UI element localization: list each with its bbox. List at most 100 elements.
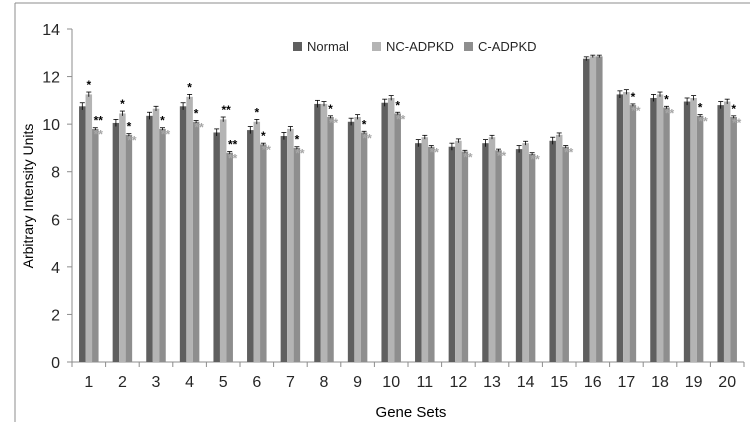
bar [247,130,254,362]
significance-marker: * [295,133,300,147]
significance-marker: * [328,102,333,116]
bar [327,117,334,362]
significance-marker: ** [94,128,104,142]
x-tick-label: 9 [353,374,362,391]
significance-marker: ** [732,116,742,130]
significance-marker: * [120,97,125,111]
x-tick-label: 18 [651,374,669,391]
significance-marker: * [254,105,259,119]
bar [360,132,368,362]
bar [717,105,724,362]
x-tick-label: 7 [286,374,295,391]
y-tick-label: 0 [51,355,60,372]
bar [226,152,233,362]
significance-marker: ** [396,112,406,126]
bar [287,128,294,362]
y-tick-label: 12 [42,70,60,87]
significance-marker: ** [631,104,641,118]
bar [549,140,556,362]
significance-marker: * [194,107,199,121]
bar [589,56,597,362]
significance-marker: * [160,114,165,128]
significance-marker: * [631,90,636,104]
significance-marker: * [664,92,669,106]
significance-marker: * [362,117,367,131]
bar [381,102,388,362]
bar [219,119,227,362]
x-tick-label: 1 [84,374,93,391]
significance-marker: ** [222,103,232,117]
x-tick-label: 10 [382,374,400,391]
x-tick-label: 3 [152,374,161,391]
legend-label: Normal [307,39,349,54]
axes [67,28,745,367]
bar [448,146,456,362]
bar [656,94,664,363]
x-axis-label: Gene Sets [376,404,447,421]
x-tick-label: 17 [618,374,636,391]
y-tick-label: 2 [51,307,60,324]
significance-marker: * [127,120,132,134]
significance-marker: ** [194,121,204,135]
significance-markers: ******************************** ********… [86,78,741,167]
x-tick-label: 16 [584,374,602,391]
x-tick-label: 12 [450,374,468,391]
bar [112,122,120,362]
y-tick-label: 10 [42,117,60,134]
x-tick-label: 19 [685,374,703,391]
significance-marker: ** [362,131,372,145]
bar [663,107,670,362]
x-tick-label: 8 [320,374,329,391]
y-tick-label: 14 [42,22,60,39]
x-tick-label: 15 [550,374,568,391]
y-tick-label: 6 [51,212,60,229]
bar [623,92,630,363]
bar [85,94,93,363]
bar [293,147,301,362]
bar [696,115,704,362]
bar [488,137,496,362]
significance-marker: ** [329,116,339,130]
bar [461,151,469,362]
significance-marker: ** [262,143,272,157]
bar [522,143,529,362]
bar [428,146,435,362]
bar [186,96,193,363]
y-tick-label: 8 [51,165,60,182]
significance-marker: ** [94,114,104,128]
bar [555,134,563,362]
bar [723,101,731,363]
bar [280,136,288,362]
bars [79,56,737,363]
significance-marker: ** [463,150,473,164]
significance-marker: ** [161,128,171,142]
x-tick-label: 20 [718,374,736,391]
bar [515,149,523,362]
bar [192,121,200,362]
bar [347,121,355,362]
bar [629,105,637,362]
bar [387,97,395,362]
bar [730,117,737,362]
significance-marker: * [395,98,400,112]
x-tick-label: 2 [118,374,127,391]
bar [482,143,489,362]
legend: Normal NC-ADPKD C-ADPKD [293,39,537,54]
bar [92,128,99,362]
significance-marker: ** [127,134,137,148]
bar [320,103,328,363]
bar [125,134,133,362]
x-tick-label: 14 [517,374,535,391]
bar [159,128,166,362]
x-tick-label: 11 [416,374,433,391]
y-tick-labels: 0 2 4 6 8 10 12 14 [42,22,60,372]
bar [528,153,536,362]
significance-marker: ** [665,106,675,120]
bar [260,144,267,362]
significance-marker: ** [430,146,440,160]
significance-marker: * [731,102,736,116]
legend-swatch [464,42,473,51]
significance-marker: ** [564,146,574,160]
